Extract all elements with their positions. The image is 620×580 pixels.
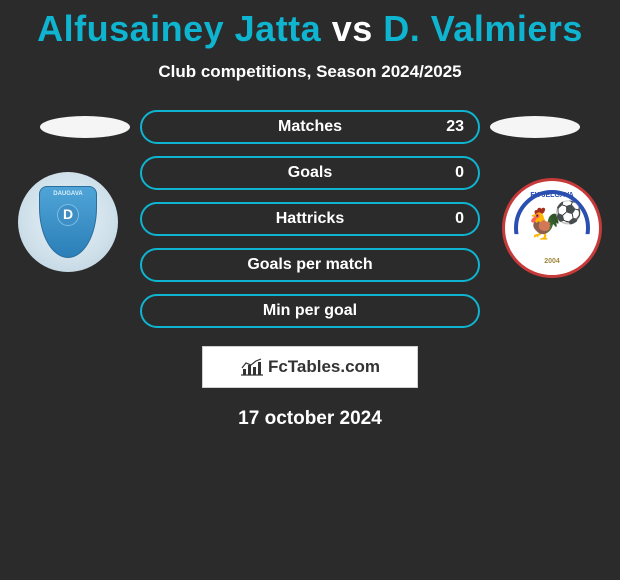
daugava-shield: DAUGAVA D <box>39 186 97 258</box>
player2-pill <box>490 116 580 138</box>
comparison-card: Alfusainey Jatta vs D. Valmiers Club com… <box>0 0 620 580</box>
stat-label: Goals per match <box>142 256 478 274</box>
bar-chart-icon <box>240 358 264 376</box>
player1-name: Alfusainey Jatta <box>37 8 321 49</box>
brand-box[interactable]: FcTables.com <box>202 346 418 388</box>
subtitle: Club competitions, Season 2024/2025 <box>0 62 620 82</box>
daugava-letter: D <box>57 204 79 226</box>
stat-pill: Matches 23 <box>140 110 480 144</box>
player2-name: D. Valmiers <box>383 8 583 49</box>
stat-right-value: 23 <box>446 118 464 136</box>
stat-row-mpg: Min per goal <box>0 294 620 328</box>
stat-pill: Min per goal <box>140 294 480 328</box>
fk-jelgava-badge: FK JELGAVA 🐓 ⚽ 2004 <box>502 178 602 278</box>
stat-label: Goals <box>142 164 478 182</box>
stat-row-matches: Matches 23 <box>0 110 620 144</box>
page-title: Alfusainey Jatta vs D. Valmiers <box>0 0 620 50</box>
brand-text: FcTables.com <box>268 357 380 377</box>
date-text: 17 october 2024 <box>0 408 620 430</box>
jelgava-text: FK JELGAVA <box>512 192 592 200</box>
player1-pill <box>40 116 130 138</box>
daugava-text: DAUGAVA <box>53 191 82 198</box>
jelgava-year: 2004 <box>512 258 592 266</box>
fk-jelgava-inner: FK JELGAVA 🐓 ⚽ 2004 <box>512 188 592 268</box>
daugava-badge: DAUGAVA D <box>18 172 118 272</box>
stat-label: Matches <box>142 118 478 136</box>
stat-label: Min per goal <box>142 302 478 320</box>
stat-pill: Goals 0 <box>140 156 480 190</box>
stat-label: Hattricks <box>142 210 478 228</box>
stat-pill: Goals per match <box>140 248 480 282</box>
vs-text: vs <box>332 8 373 49</box>
stat-right-value: 0 <box>455 210 464 228</box>
stat-pill: Hattricks 0 <box>140 202 480 236</box>
soccer-ball-icon: ⚽ <box>555 202 582 224</box>
stat-right-value: 0 <box>455 164 464 182</box>
